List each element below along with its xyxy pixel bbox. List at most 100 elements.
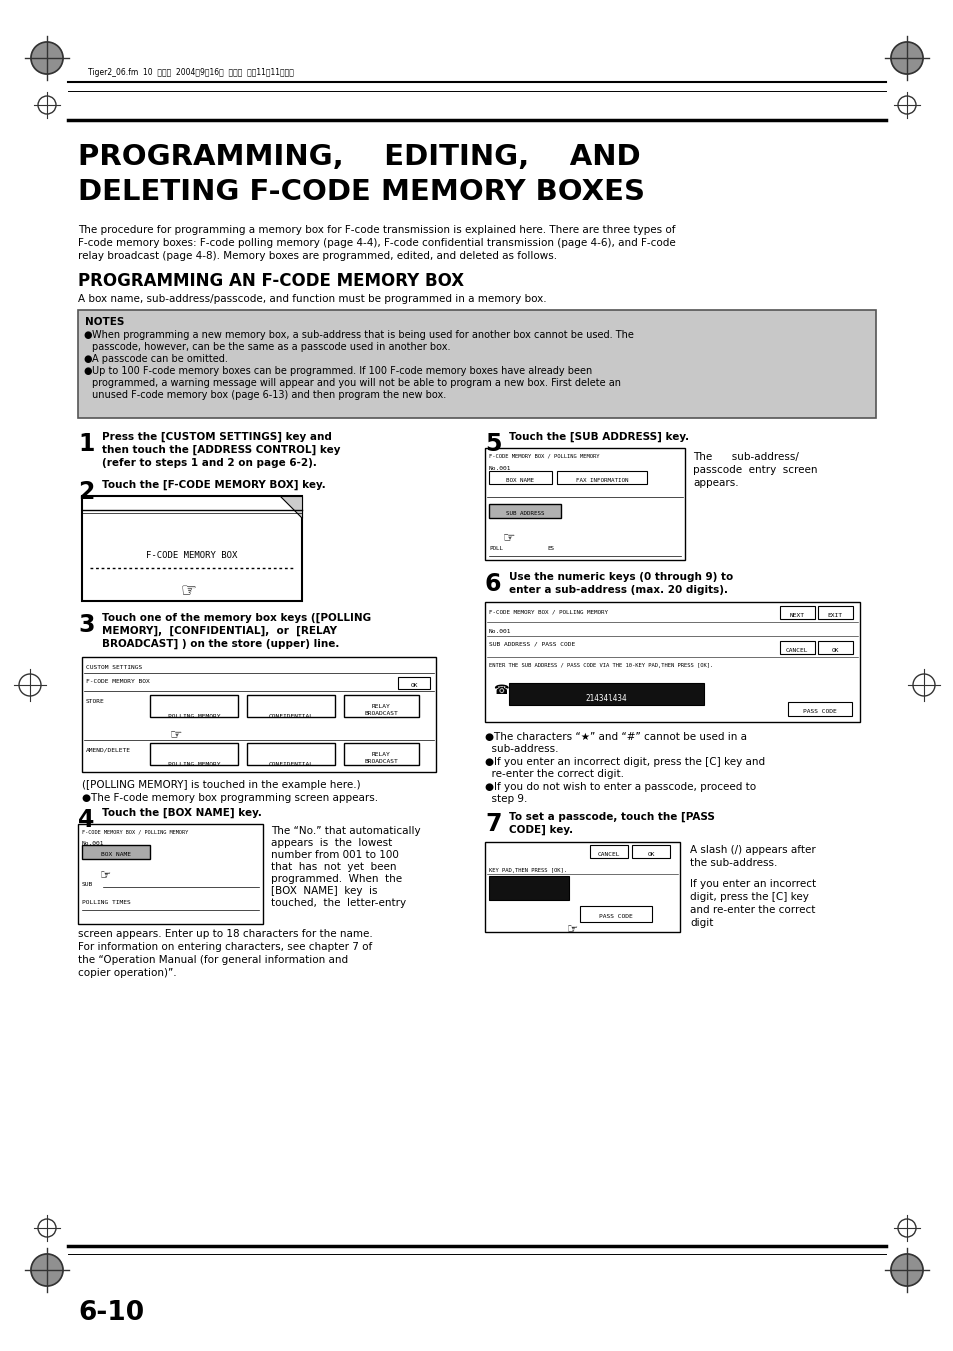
- Text: enter a sub-address (max. 20 digits).: enter a sub-address (max. 20 digits).: [509, 585, 727, 594]
- Text: POLL: POLL: [489, 546, 502, 551]
- Text: 1: 1: [78, 432, 94, 457]
- Text: 21434l434: 21434l434: [584, 694, 626, 703]
- Text: ●: ●: [83, 330, 91, 340]
- Text: OK: OK: [646, 852, 654, 857]
- FancyBboxPatch shape: [780, 640, 814, 654]
- Text: PASS CODE: PASS CODE: [802, 709, 836, 713]
- FancyBboxPatch shape: [247, 694, 335, 717]
- Text: CODE] key.: CODE] key.: [509, 825, 573, 835]
- Text: programmed, a warning message will appear and you will not be able to program a : programmed, a warning message will appea…: [91, 378, 620, 388]
- Text: BOX NAME: BOX NAME: [101, 852, 131, 857]
- Text: POLLING MEMORY: POLLING MEMORY: [168, 762, 220, 767]
- Text: ●The characters “★” and “#” cannot be used in a: ●The characters “★” and “#” cannot be us…: [484, 732, 746, 742]
- Text: A slash (/) appears after: A slash (/) appears after: [689, 844, 815, 855]
- Text: Touch the [SUB ADDRESS] key.: Touch the [SUB ADDRESS] key.: [509, 432, 688, 442]
- Text: appears  is  the  lowest: appears is the lowest: [271, 838, 392, 848]
- Text: touched,  the  letter-entry: touched, the letter-entry: [271, 898, 406, 908]
- Text: The “No.” that automatically: The “No.” that automatically: [271, 825, 420, 836]
- FancyBboxPatch shape: [82, 657, 436, 771]
- Text: No.001: No.001: [82, 842, 105, 846]
- Text: Touch one of the memory box keys ([POLLING: Touch one of the memory box keys ([POLLI…: [102, 613, 371, 623]
- Text: ●The F-code memory box programming screen appears.: ●The F-code memory box programming scree…: [82, 793, 377, 802]
- Text: the sub-address.: the sub-address.: [689, 858, 777, 867]
- Text: ☞: ☞: [180, 581, 196, 598]
- FancyBboxPatch shape: [484, 842, 679, 932]
- FancyBboxPatch shape: [489, 471, 552, 484]
- Text: Touch the [BOX NAME] key.: Touch the [BOX NAME] key.: [102, 808, 262, 819]
- Text: ●If you enter an incorrect digit, press the [C] key and: ●If you enter an incorrect digit, press …: [484, 757, 764, 767]
- FancyBboxPatch shape: [787, 703, 851, 716]
- FancyBboxPatch shape: [484, 603, 859, 721]
- FancyBboxPatch shape: [589, 844, 627, 858]
- FancyBboxPatch shape: [631, 844, 669, 858]
- Text: then touch the [ADDRESS CONTROL] key: then touch the [ADDRESS CONTROL] key: [102, 444, 340, 455]
- Text: No.001: No.001: [489, 630, 511, 634]
- Text: ●If you do not wish to enter a passcode, proceed to: ●If you do not wish to enter a passcode,…: [484, 782, 756, 792]
- Text: The      sub-address/: The sub-address/: [692, 453, 798, 462]
- Text: OK: OK: [830, 648, 838, 653]
- Text: NOTES: NOTES: [85, 317, 124, 327]
- Text: ●: ●: [83, 366, 91, 376]
- Text: No.001: No.001: [489, 466, 511, 471]
- Text: F-code memory boxes: F-code polling memory (page 4-4), F-code confidential trans: F-code memory boxes: F-code polling memo…: [78, 238, 675, 249]
- Text: relay broadcast (page 4-8). Memory boxes are programmed, edited, and deleted as : relay broadcast (page 4-8). Memory boxes…: [78, 251, 557, 261]
- Text: If you enter an incorrect: If you enter an incorrect: [689, 880, 815, 889]
- Text: BOX NAME: BOX NAME: [505, 478, 534, 484]
- Text: CANCEL: CANCEL: [785, 648, 807, 653]
- Text: F-CODE MEMORY BOX: F-CODE MEMORY BOX: [146, 551, 237, 561]
- Text: NEXT: NEXT: [789, 613, 803, 617]
- Text: copier operation)”.: copier operation)”.: [78, 969, 176, 978]
- Text: ☎: ☎: [493, 684, 508, 697]
- FancyBboxPatch shape: [247, 743, 335, 765]
- Text: ☞: ☞: [100, 869, 112, 882]
- Text: and re-enter the correct: and re-enter the correct: [689, 905, 815, 915]
- Text: re-enter the correct digit.: re-enter the correct digit.: [484, 769, 623, 780]
- Text: PROGRAMMING AN F-CODE MEMORY BOX: PROGRAMMING AN F-CODE MEMORY BOX: [78, 272, 464, 290]
- Text: Use the numeric keys (0 through 9) to: Use the numeric keys (0 through 9) to: [509, 571, 733, 582]
- Text: 6-10: 6-10: [78, 1300, 144, 1325]
- Text: PROGRAMMING,    EDITING,    AND: PROGRAMMING, EDITING, AND: [78, 143, 640, 172]
- Circle shape: [890, 42, 923, 74]
- Text: When programming a new memory box, a sub-address that is being used for another : When programming a new memory box, a sub…: [91, 330, 633, 340]
- Text: DELETING F-CODE MEMORY BOXES: DELETING F-CODE MEMORY BOXES: [78, 178, 644, 205]
- Text: number from 001 to 100: number from 001 to 100: [271, 850, 398, 861]
- FancyBboxPatch shape: [78, 309, 875, 417]
- Text: ☞: ☞: [566, 923, 578, 936]
- Text: EXIT: EXIT: [826, 613, 841, 617]
- Text: 4: 4: [78, 808, 94, 832]
- FancyBboxPatch shape: [344, 743, 418, 765]
- FancyBboxPatch shape: [489, 875, 568, 900]
- Text: OK: OK: [410, 684, 417, 688]
- Text: ●: ●: [83, 354, 91, 363]
- Text: (refer to steps 1 and 2 on page 6-2).: (refer to steps 1 and 2 on page 6-2).: [102, 458, 316, 467]
- FancyBboxPatch shape: [82, 844, 150, 859]
- Text: RELAY: RELAY: [372, 753, 390, 757]
- FancyBboxPatch shape: [489, 504, 560, 517]
- Text: Tiger2_06.fm  10  ページ  2004年9月16日  木曜日  午前11時11時８分: Tiger2_06.fm 10 ページ 2004年9月16日 木曜日 午前11時…: [88, 68, 294, 77]
- Text: F-CODE MEMORY BOX / POLLING MEMORY: F-CODE MEMORY BOX / POLLING MEMORY: [489, 454, 598, 459]
- Text: F-CODE MEMORY BOX: F-CODE MEMORY BOX: [86, 680, 150, 684]
- Text: The procedure for programming a memory box for F-code transmission is explained : The procedure for programming a memory b…: [78, 226, 675, 235]
- FancyBboxPatch shape: [82, 496, 302, 601]
- Text: 7: 7: [484, 812, 501, 836]
- Text: SUB ADDRESS / PASS CODE: SUB ADDRESS / PASS CODE: [489, 642, 575, 647]
- FancyBboxPatch shape: [509, 684, 703, 705]
- FancyBboxPatch shape: [780, 607, 814, 619]
- Text: digit: digit: [689, 917, 713, 928]
- Text: [BOX  NAME]  key  is: [BOX NAME] key is: [271, 886, 377, 896]
- Circle shape: [890, 1254, 923, 1286]
- FancyBboxPatch shape: [150, 743, 237, 765]
- Text: BROADCAST] ) on the store (upper) line.: BROADCAST] ) on the store (upper) line.: [102, 639, 339, 650]
- Circle shape: [30, 1254, 63, 1286]
- Text: ☞: ☞: [502, 530, 515, 544]
- Text: CONFIDENTIAL: CONFIDENTIAL: [268, 762, 314, 767]
- FancyBboxPatch shape: [78, 824, 263, 924]
- FancyBboxPatch shape: [817, 607, 852, 619]
- Text: CUSTOM SETTINGS: CUSTOM SETTINGS: [86, 665, 142, 670]
- Text: SUB ADDRESS: SUB ADDRESS: [505, 511, 543, 516]
- Text: the “Operation Manual (for general information and: the “Operation Manual (for general infor…: [78, 955, 348, 965]
- Text: RELAY: RELAY: [372, 704, 390, 709]
- Text: that  has  not  yet  been: that has not yet been: [271, 862, 396, 871]
- Text: step 9.: step 9.: [484, 794, 527, 804]
- Text: STORE: STORE: [86, 698, 105, 704]
